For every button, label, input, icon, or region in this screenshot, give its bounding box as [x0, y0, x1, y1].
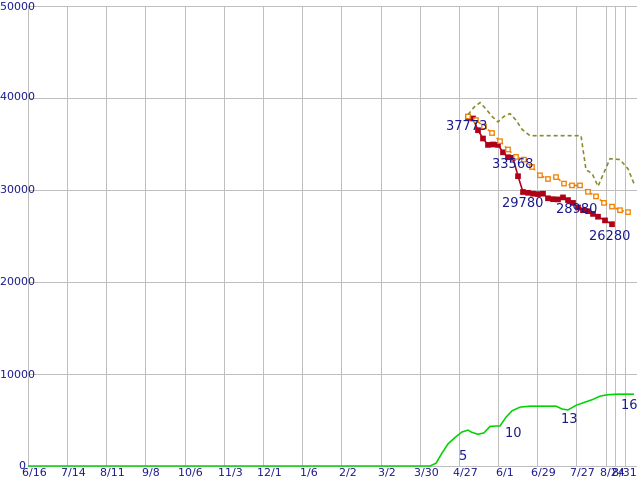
y-axis-tick-label: 10000 [0, 368, 35, 381]
series-marker-primary-red [490, 141, 496, 148]
series-marker-primary-red [550, 196, 556, 203]
series-marker-secondary-orange [465, 113, 471, 120]
data-point-label: 26280 [589, 229, 631, 244]
x-axis-tick-label: 1/6 [300, 466, 318, 479]
series-marker-secondary-orange [489, 130, 495, 136]
data-point-label: 10 [505, 426, 522, 441]
y-axis-tick-label: 0 [19, 459, 26, 472]
series-marker-secondary-orange [561, 180, 567, 187]
y-axis-tick-label: 20000 [0, 275, 35, 288]
series-marker-secondary-orange [497, 138, 503, 145]
series-marker-secondary-orange [601, 200, 607, 206]
x-axis-tick-label: 4/27 [453, 466, 478, 479]
series-marker-primary-red [480, 135, 486, 142]
data-point-label: 5 [459, 449, 468, 464]
x-axis-tick-label: 3/2 [378, 466, 396, 479]
series-marker-secondary-orange [481, 123, 487, 130]
data-point-label: 13 [561, 412, 578, 427]
data-point-label: 37773 [446, 119, 488, 134]
x-axis-tick-label: 12/1 [257, 466, 282, 479]
x-axis-tick-label: 8/24 [600, 466, 625, 479]
series-marker-primary-red [602, 217, 608, 224]
series-layer [28, 101, 635, 467]
x-axis-tick-label: 2/2 [339, 466, 357, 479]
series-marker-secondary-orange [625, 209, 631, 215]
x-axis-tick-label: 3/30 [414, 466, 439, 479]
x-axis-tick-label: 6/29 [531, 466, 556, 479]
series-marker-primary-red [570, 200, 576, 206]
series-marker-secondary-orange [569, 182, 575, 189]
y-axis-tick-label: 50000 [0, 0, 35, 13]
data-point-label: 16 [621, 398, 638, 413]
series-marker-secondary-orange [529, 164, 535, 170]
data-point-label: 33568 [492, 157, 534, 172]
x-axis-tick-label: 11/3 [218, 466, 243, 479]
series-marker-secondary-orange [593, 193, 599, 200]
series-marker-secondary-orange [505, 146, 511, 153]
series-marker-primary-red [485, 142, 491, 148]
series-marker-secondary-orange [617, 207, 623, 214]
x-axis-tick-label: 7/14 [61, 466, 86, 479]
series-marker-primary-red [500, 149, 506, 156]
x-axis-tick-label: 9/8 [142, 466, 160, 479]
series-marker-primary-red [515, 173, 521, 180]
series-line-count-green [28, 393, 634, 467]
series-marker-secondary-orange [473, 117, 479, 123]
x-axis-tick-label: 10/6 [178, 466, 203, 479]
series-marker-primary-red [545, 195, 551, 202]
series-marker-primary-red [555, 196, 561, 203]
grid-layer [28, 6, 637, 467]
x-axis-tick-label: 8/11 [100, 466, 125, 479]
series-marker-secondary-orange [537, 172, 543, 179]
x-axis-tick-label: 8/31 [612, 466, 637, 479]
series-marker-secondary-orange [513, 154, 519, 160]
series-marker-secondary-orange [545, 176, 551, 182]
series-marker-primary-red [525, 189, 531, 196]
series-marker-secondary-orange [521, 156, 527, 163]
series-marker-primary-red [609, 221, 615, 228]
series-marker-secondary-orange [553, 174, 559, 180]
y-axis-tick-label: 30000 [0, 183, 35, 196]
series-marker-primary-red [520, 189, 526, 195]
x-axis-tick-label: 6/1 [496, 466, 514, 479]
x-axis-tick-label: 6/16 [22, 466, 47, 479]
series-marker-secondary-orange [585, 188, 591, 195]
data-point-label: 28980 [556, 202, 598, 217]
series-marker-primary-red [560, 194, 566, 201]
series-marker-primary-red [595, 213, 601, 220]
series-marker-primary-red [475, 127, 481, 134]
series-marker-secondary-orange [609, 203, 615, 210]
x-axis-tick-label: 7/27 [570, 466, 595, 479]
series-marker-primary-red [540, 190, 546, 197]
y-axis-tick-label: 40000 [0, 90, 35, 103]
series-marker-secondary-orange [577, 182, 583, 189]
data-point-label: 29780 [502, 196, 544, 211]
